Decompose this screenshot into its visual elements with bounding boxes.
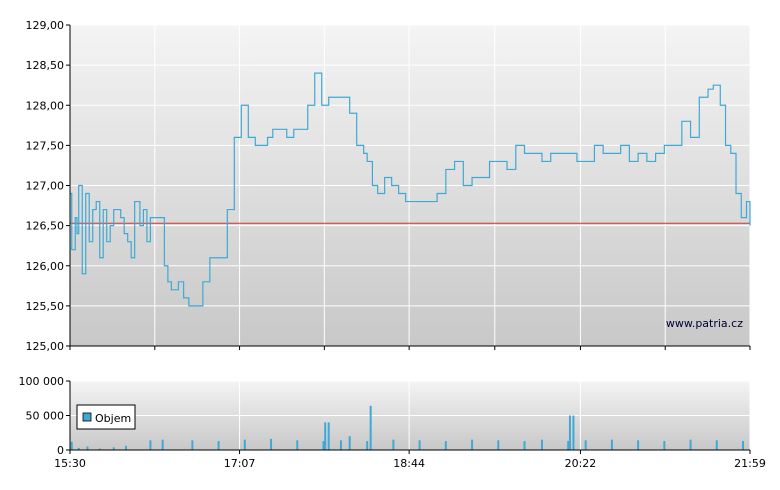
price-y-tick-label: 126,50 (26, 220, 65, 233)
x-tick-label: 15:30 (54, 457, 86, 470)
volume-bar (392, 439, 395, 450)
volume-bar (637, 440, 640, 450)
volume-bar (663, 441, 666, 450)
volume-bar (86, 446, 89, 450)
watermark: www.patria.cz (666, 317, 743, 330)
volume-bar (243, 439, 246, 450)
price-y-axis-ticks: 125,00 125,50 126,00 126,50 127,00 127,50 128,… (26, 19, 70, 353)
x-tick-label: 18:44 (393, 457, 425, 470)
volume-bar (567, 441, 570, 450)
price-chart: 125,00 125,50 126,00 126,50 127,00 127,50 128,… (26, 19, 751, 353)
volume-y-axis-ticks: 0 50 000 100 000 (19, 375, 70, 457)
volume-bar (572, 415, 575, 450)
volume-bar (339, 440, 342, 450)
price-y-tick-label: 125,00 (26, 340, 65, 353)
price-series-line (70, 72, 751, 307)
volume-bar (98, 448, 101, 450)
legend-swatch (82, 412, 92, 422)
volume-bars (70, 405, 745, 450)
volume-bar (149, 440, 152, 450)
price-y-tick-label: 125,50 (26, 300, 65, 313)
volume-bar (322, 441, 325, 450)
price-y-tick-label: 128,00 (26, 99, 65, 112)
x-tick-label: 21:59 (734, 457, 766, 470)
volume-bar (366, 441, 369, 450)
legend-label: Objem (95, 412, 131, 425)
volume-chart: 0 50 000 100 000 15:30 17:07 18:44 20:22 21:59… (19, 375, 766, 470)
volume-bar (497, 440, 500, 450)
price-y-tick-label: 128,50 (26, 59, 65, 72)
volume-legend: Objem (76, 404, 136, 430)
volume-bar (418, 440, 421, 450)
volume-x-axis-ticks: 15:30 17:07 18:44 20:22 21:59 (54, 450, 766, 470)
volume-bar (540, 439, 543, 450)
x-tick-label: 17:07 (224, 457, 256, 470)
volume-bar (112, 447, 115, 450)
volume-y-tick-label: 0 (57, 444, 64, 457)
price-y-tick-label: 127,00 (26, 180, 65, 193)
volume-bar (715, 440, 718, 450)
price-y-tick-label: 127,50 (26, 139, 65, 152)
price-y-tick-label: 126,00 (26, 260, 65, 273)
volume-bar (70, 441, 73, 450)
volume-bar (471, 439, 474, 450)
volume-bar (77, 447, 80, 450)
volume-bar (444, 441, 447, 450)
x-tick-label: 20:22 (565, 457, 597, 470)
volume-bar (191, 440, 194, 450)
volume-bar (124, 445, 127, 450)
volume-bar (324, 422, 327, 450)
price-x-axis-ticks (69, 346, 751, 350)
volume-bar (270, 438, 273, 450)
volume-bar (689, 439, 692, 450)
volume-bar (584, 440, 587, 450)
volume-y-tick-label: 50 000 (26, 410, 65, 423)
volume-bar (568, 415, 571, 450)
volume-bar (296, 440, 299, 450)
volume-bar (327, 422, 330, 450)
volume-bar (369, 405, 372, 450)
volume-bar (348, 436, 351, 450)
volume-bar (217, 441, 220, 450)
volume-y-tick-label: 100 000 (19, 375, 65, 388)
volume-bar (523, 441, 526, 450)
volume-bar (161, 439, 164, 450)
price-y-tick-label: 129,00 (26, 19, 65, 32)
volume-bar (742, 441, 745, 450)
volume-bar (610, 439, 613, 450)
